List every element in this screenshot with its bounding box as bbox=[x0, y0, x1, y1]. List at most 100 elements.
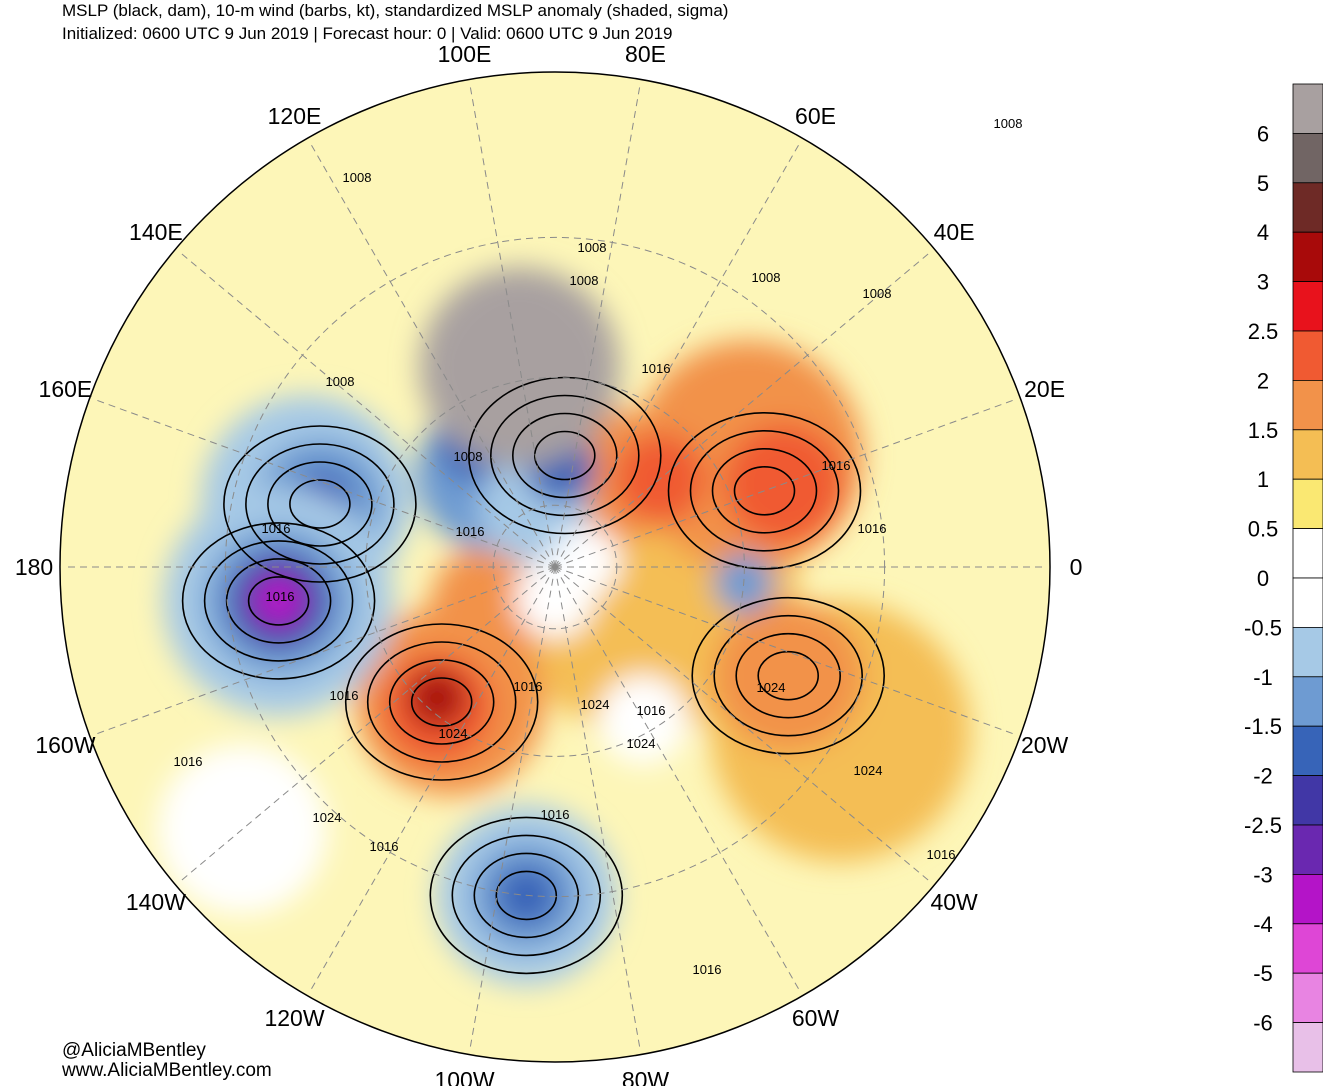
meridian-line bbox=[554, 566, 641, 1051]
isobar-label: 1024 bbox=[439, 726, 468, 741]
isobar bbox=[489, 394, 640, 517]
anomaly-blob bbox=[253, 575, 304, 626]
colorbar-label: 2.5 bbox=[1248, 319, 1279, 344]
isobar-label: 1016 bbox=[370, 839, 399, 854]
colorbar-label: 5 bbox=[1257, 171, 1269, 196]
anomaly-blob bbox=[598, 674, 689, 765]
isobar-label: 1016 bbox=[927, 847, 956, 862]
isobar-labels: 1008 1008 1008 1008 1008 1008 1008 1008 1016 1016… bbox=[174, 116, 1023, 977]
longitude-label: 40E bbox=[934, 219, 975, 245]
isobar-label: 1008 bbox=[863, 286, 892, 301]
isobar-label: 1008 bbox=[454, 449, 483, 464]
meridian-line bbox=[554, 566, 932, 883]
longitude-label: 140E bbox=[129, 219, 183, 245]
colorbar-swatch bbox=[1292, 725, 1323, 777]
colorbar-swatch bbox=[1292, 577, 1323, 628]
isobar bbox=[733, 465, 796, 516]
isobar bbox=[388, 659, 495, 745]
isobar bbox=[267, 461, 373, 547]
longitude-label: 0 bbox=[1070, 554, 1083, 580]
isobar-label: 1024 bbox=[627, 736, 656, 751]
colorbar-swatch bbox=[1292, 83, 1323, 134]
colorbar-label: -0.5 bbox=[1244, 615, 1282, 640]
colorbar-swatch bbox=[1292, 429, 1323, 480]
isobar bbox=[533, 430, 596, 481]
meridian-line bbox=[554, 83, 641, 568]
colorbar-label: -2 bbox=[1253, 764, 1273, 789]
latitude-circle bbox=[365, 377, 745, 757]
longitude-label: 160W bbox=[35, 732, 95, 758]
longitude-label: 20E bbox=[1024, 376, 1065, 402]
graticule bbox=[59, 71, 1051, 1063]
colorbar-label: 6 bbox=[1257, 121, 1269, 146]
colorbar-swatch bbox=[1292, 132, 1323, 184]
map-subtitle: Initialized: 0600 UTC 9 Jun 2019 | Forec… bbox=[62, 24, 673, 43]
isobar-label: 1016 bbox=[262, 521, 291, 536]
isobar bbox=[181, 522, 376, 680]
colorbar-label: 1 bbox=[1257, 467, 1269, 492]
isobar-label: 1024 bbox=[313, 810, 342, 825]
map-border bbox=[59, 71, 1051, 1063]
isobar bbox=[713, 614, 864, 737]
isobar-label: 1016 bbox=[456, 524, 485, 539]
isobar bbox=[203, 540, 354, 662]
isobar-label: 1024 bbox=[581, 697, 610, 712]
meridian-line bbox=[94, 566, 556, 736]
meridian-line bbox=[309, 566, 556, 992]
colorbar-label: -1.5 bbox=[1244, 714, 1282, 739]
isobar bbox=[223, 425, 417, 583]
colorbar-swatch bbox=[1292, 874, 1323, 925]
colorbar-label: -2.5 bbox=[1244, 813, 1282, 838]
longitude-label: 40W bbox=[930, 889, 978, 915]
colorbar-label: 0.5 bbox=[1248, 517, 1279, 542]
isobar-label: 1008 bbox=[578, 240, 607, 255]
meridian-line bbox=[554, 566, 1016, 736]
isobar-label: 1016 bbox=[174, 754, 203, 769]
colorbar-label: 4 bbox=[1257, 220, 1269, 245]
colorbar-swatch bbox=[1292, 676, 1323, 727]
meridian-line bbox=[309, 142, 556, 568]
colorbar-swatch bbox=[1292, 627, 1323, 678]
isobar bbox=[711, 447, 818, 534]
isobar bbox=[757, 650, 820, 701]
longitude-label: 100W bbox=[434, 1067, 494, 1086]
credit-handle: @AliciaMBentley bbox=[62, 1040, 206, 1061]
longitude-label: 120W bbox=[264, 1005, 324, 1031]
isobar-label: 1016 bbox=[330, 688, 359, 703]
isobar-label: 1008 bbox=[752, 270, 781, 285]
colorbar-swatch bbox=[1292, 1022, 1323, 1073]
colorbar-swatch bbox=[1292, 923, 1323, 974]
meridian-line bbox=[554, 251, 932, 568]
colorbar-label: 1.5 bbox=[1248, 418, 1279, 443]
meridian-line bbox=[469, 566, 556, 1051]
isobar-label: 1016 bbox=[266, 589, 295, 604]
isobar-label: 1008 bbox=[570, 273, 599, 288]
meridian-line bbox=[469, 83, 556, 568]
colorbar-swatch bbox=[1292, 972, 1323, 1024]
isobar-label: 1016 bbox=[693, 962, 722, 977]
colorbar-swatch bbox=[1292, 330, 1323, 381]
anomaly-blob bbox=[407, 668, 468, 728]
isobar bbox=[667, 411, 862, 570]
meridian-line bbox=[178, 566, 556, 883]
anomaly-blob bbox=[550, 526, 621, 597]
colorbar-label: -6 bbox=[1253, 1011, 1273, 1036]
anomaly-blob bbox=[430, 544, 551, 665]
colorbar-label: 2 bbox=[1257, 368, 1269, 393]
isobar bbox=[225, 558, 332, 644]
meridian-line bbox=[554, 142, 801, 568]
isobar bbox=[429, 816, 624, 975]
isobar bbox=[511, 412, 618, 499]
longitude-label: 80E bbox=[625, 41, 666, 67]
isobar bbox=[247, 576, 310, 626]
colorbar-swatch bbox=[1292, 231, 1323, 282]
isobar-label: 1024 bbox=[854, 763, 883, 778]
isobar-label: 1016 bbox=[637, 703, 666, 718]
colorbar-label: -5 bbox=[1253, 961, 1273, 986]
colorbar-label: 0 bbox=[1257, 566, 1269, 591]
isobar bbox=[410, 677, 473, 727]
longitude-label: 160E bbox=[39, 376, 93, 402]
longitude-label: 100E bbox=[438, 41, 492, 67]
